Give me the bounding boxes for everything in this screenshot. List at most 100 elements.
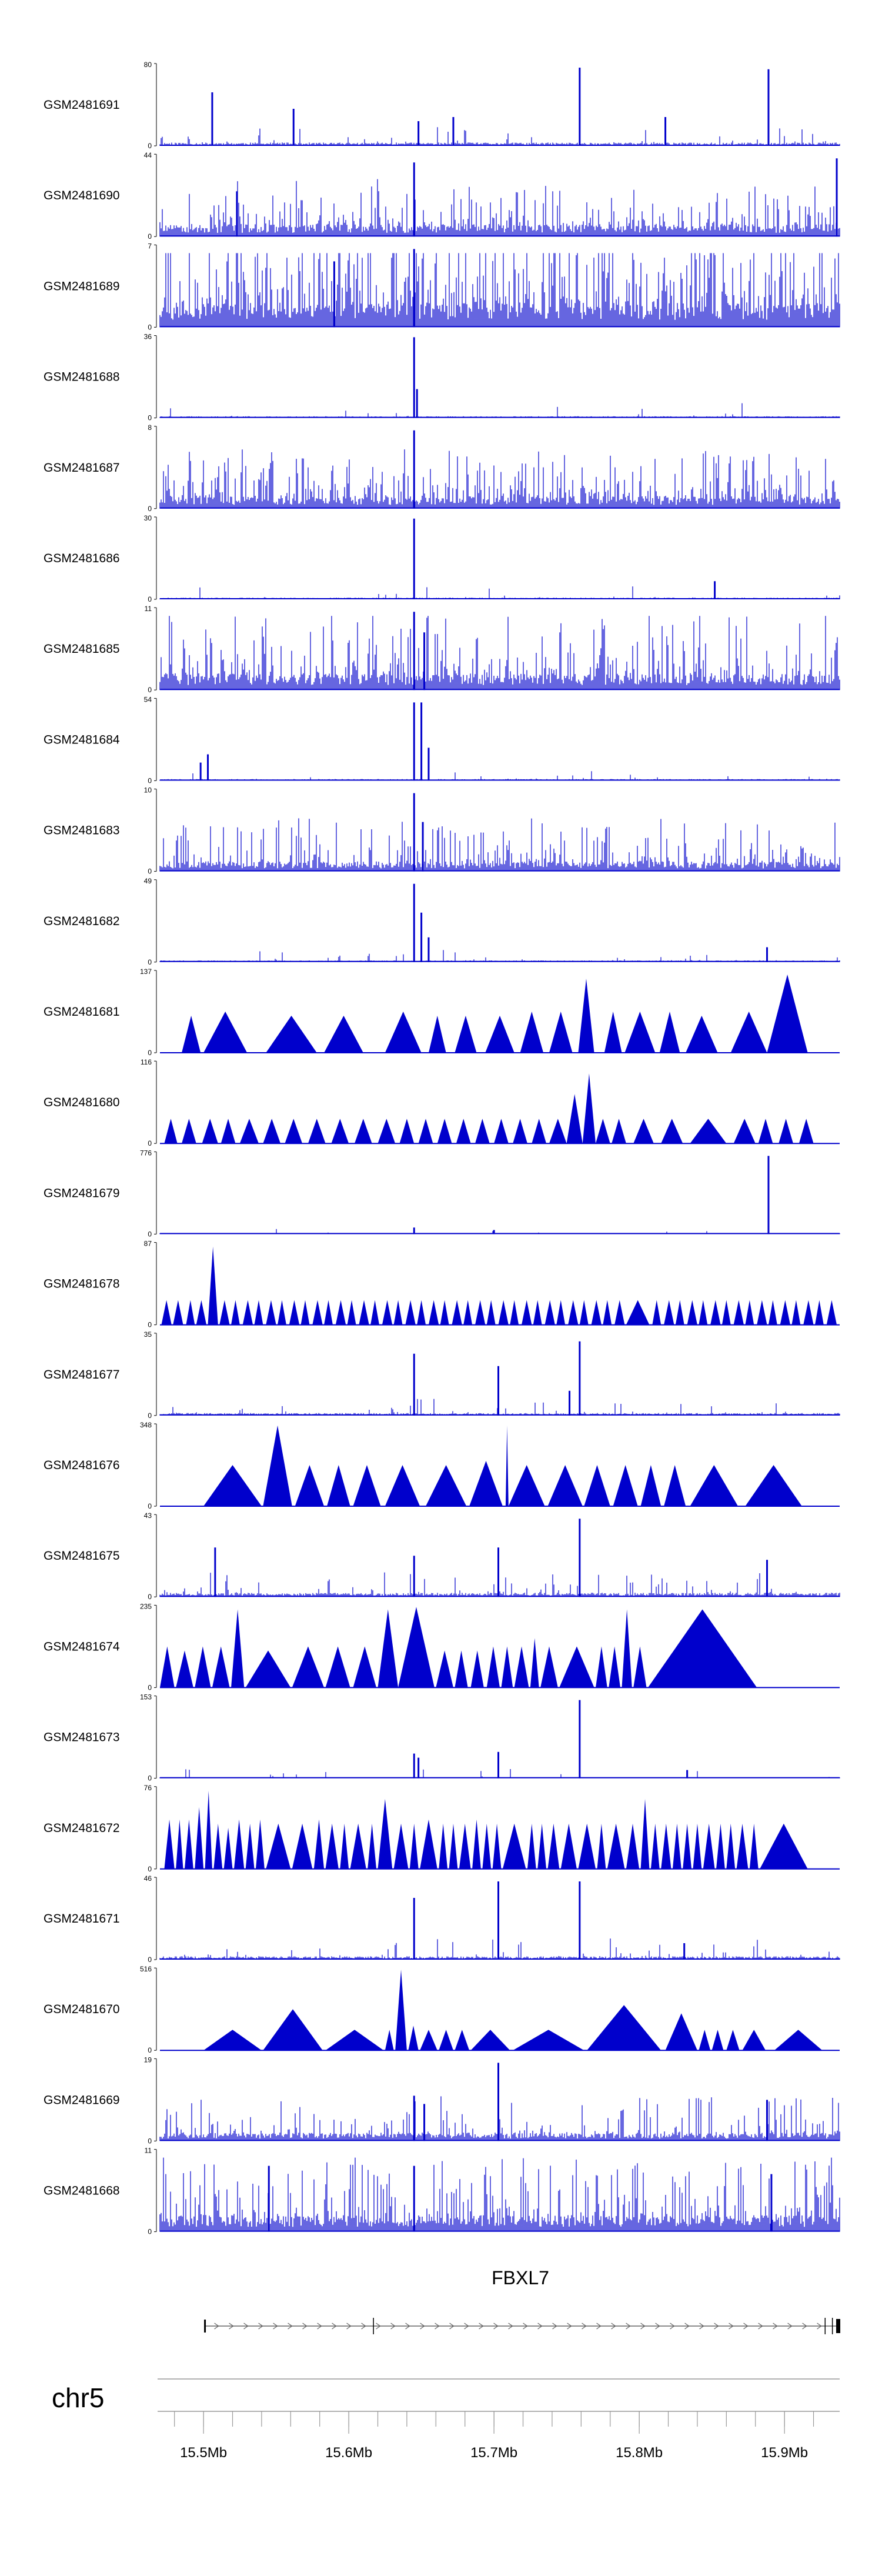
exon: [204, 2320, 206, 2333]
strand-arrow: [435, 2323, 440, 2330]
signal-peak: [596, 1119, 610, 1144]
gene-annotation-panel: FBXL7: [204, 2267, 841, 2334]
signal-peak: [547, 1465, 583, 1506]
signal-peak: [650, 1823, 660, 1869]
signal-peak: [324, 1300, 333, 1325]
signal-peak: [530, 1638, 539, 1688]
track-ymax-label: 36: [144, 333, 152, 341]
signal-peak: [749, 1823, 759, 1869]
signal-peak: [549, 1012, 573, 1053]
signal-peak: [640, 1798, 650, 1869]
signal-peak: [799, 1119, 814, 1144]
signal-peak: [733, 1300, 744, 1325]
signal-coverage: [159, 2157, 840, 2232]
signal-coverage: [159, 2096, 840, 2141]
signal-peak: [420, 2030, 437, 2051]
signal-peak: [331, 1119, 349, 1144]
track-label: GSM2481668: [44, 2184, 120, 2198]
signal-peak: [603, 1300, 612, 1325]
track-ymax-label: 49: [144, 877, 152, 885]
signal-peak: [289, 1300, 300, 1325]
signal-peak: [513, 2030, 584, 2051]
signal-peak: [231, 1300, 240, 1325]
signal-peak: [350, 1823, 366, 1869]
strand-arrow: [464, 2323, 469, 2330]
tracks-panel: GSM2481691800GSM2481690440GSM248168970GS…: [44, 61, 840, 2236]
track-ymin-label: 0: [148, 867, 152, 876]
chromosome-label: chr5: [52, 2383, 104, 2413]
strand-arrow: [670, 2323, 675, 2330]
track-ymax-label: 776: [140, 1149, 152, 1157]
signal-peak: [527, 1823, 536, 1869]
signal-peak: [690, 1119, 727, 1144]
signal-peak: [368, 1823, 377, 1869]
exon: [831, 2318, 833, 2334]
strand-arrow: [390, 2323, 396, 2330]
signal-peak: [578, 979, 594, 1053]
signal-coverage: [159, 616, 840, 690]
signal-peak: [203, 2030, 262, 2051]
track: GSM2481685 11 0: [44, 605, 840, 694]
track-ymin-label: 0: [148, 142, 152, 150]
signal-peak: [233, 1819, 245, 1869]
signal-peak: [313, 1819, 325, 1869]
strand-arrow: [332, 2323, 337, 2330]
signal-peak: [559, 1646, 594, 1688]
signal-peak: [395, 1970, 407, 2051]
signal-peak: [418, 1119, 433, 1144]
signal-peak: [184, 1819, 193, 1869]
signal-peak: [710, 1300, 721, 1325]
signal-peak: [659, 1012, 680, 1053]
track-ymin-label: 0: [148, 1230, 152, 1238]
track-label: GSM2481687: [44, 461, 120, 475]
strand-arrow: [787, 2323, 793, 2330]
strand-arrow: [405, 2323, 410, 2330]
signal-peak: [455, 1650, 468, 1688]
track-ymax-label: 348: [140, 1421, 152, 1429]
strand-arrow: [596, 2323, 602, 2330]
track: GSM2481674 235 0: [44, 1602, 840, 1691]
signal-peak: [665, 2013, 697, 2051]
track-ymax-label: 153: [140, 1693, 152, 1701]
track-ymin-label: 0: [148, 2046, 152, 2054]
signal-peak: [612, 1119, 626, 1144]
track-ymin-label: 0: [148, 1956, 152, 1964]
strand-arrow: [582, 2323, 587, 2330]
track-label: GSM2481683: [44, 824, 120, 837]
signal-peak: [455, 2030, 470, 2051]
strand-arrow: [640, 2323, 646, 2330]
track-ymin-label: 0: [148, 2137, 152, 2145]
signal-peak: [426, 1465, 467, 1506]
signal-peak: [353, 1465, 381, 1506]
track-ymax-label: 19: [144, 2056, 152, 2064]
signal-peak: [626, 1300, 650, 1325]
strand-arrow: [729, 2323, 734, 2330]
signal-peak: [377, 1119, 396, 1144]
strand-arrow: [655, 2323, 660, 2330]
signal-peak: [340, 1823, 349, 1869]
signal-peak: [716, 1823, 725, 1869]
track-ymin-label: 0: [148, 958, 152, 966]
track: GSM2481689 7 0: [44, 242, 840, 331]
signal-peak: [440, 1300, 449, 1325]
track-label: GSM2481673: [44, 1731, 120, 1744]
signal-peak: [219, 1300, 230, 1325]
signal-coverage: [159, 179, 840, 237]
track-ymin-label: 0: [148, 1321, 152, 1329]
strand-arrow: [611, 2323, 616, 2330]
signal-peak: [486, 1646, 500, 1688]
track-ymax-label: 8: [148, 423, 152, 432]
signal-peak: [254, 1300, 263, 1325]
strand-arrow: [773, 2323, 778, 2330]
signal-peak: [675, 1300, 684, 1325]
signal-peak: [437, 1119, 452, 1144]
signal-peak: [510, 1300, 519, 1325]
signal-peak: [436, 1650, 453, 1688]
signal-peak: [176, 1650, 193, 1688]
signal-peak: [501, 1646, 513, 1688]
signal-peak: [263, 1119, 281, 1144]
strand-arrow: [508, 2323, 513, 2330]
axis-tick-label: 15.6Mb: [325, 2445, 372, 2461]
signal-peak: [212, 1646, 230, 1688]
signal-peak: [486, 1300, 496, 1325]
